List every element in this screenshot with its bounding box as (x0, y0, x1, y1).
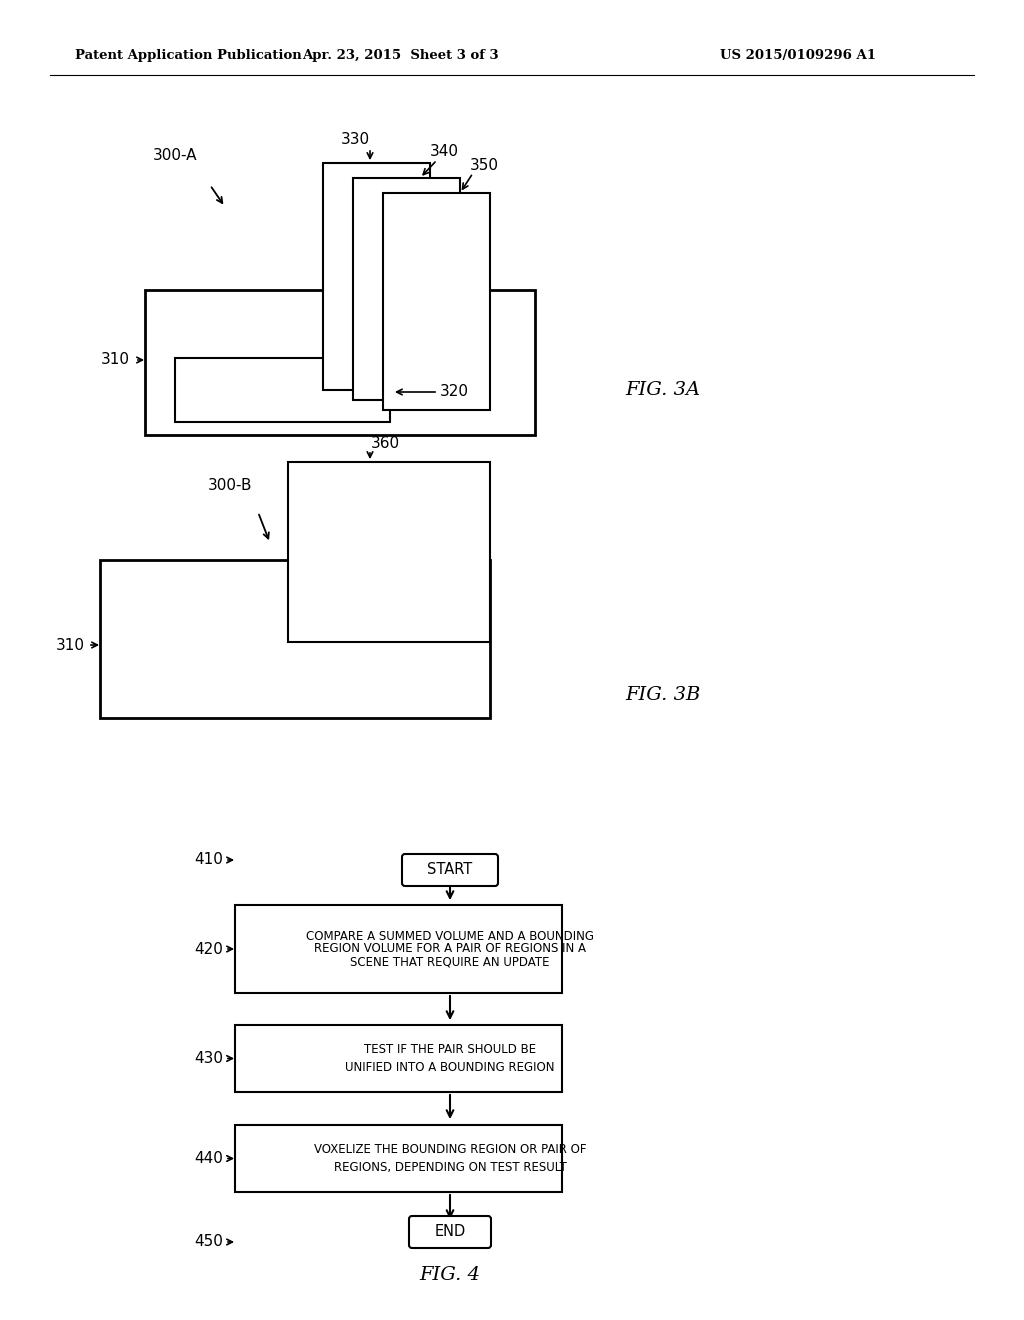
Bar (175, 358, 390, 422)
Text: Apr. 23, 2015  Sheet 3 of 3: Apr. 23, 2015 Sheet 3 of 3 (302, 49, 499, 62)
Text: END: END (434, 1225, 466, 1239)
Text: FIG. 4: FIG. 4 (420, 1266, 480, 1284)
Text: 310: 310 (101, 352, 130, 367)
Text: 300-A: 300-A (153, 148, 198, 162)
Bar (234, 1125, 562, 1192)
Text: START: START (427, 862, 473, 878)
Bar (323, 162, 430, 389)
Text: COMPARE A SUMMED VOLUME AND A BOUNDING: COMPARE A SUMMED VOLUME AND A BOUNDING (306, 929, 594, 942)
Text: 430: 430 (194, 1051, 223, 1067)
Text: 450: 450 (195, 1234, 223, 1250)
Text: FIG. 3B: FIG. 3B (625, 686, 700, 704)
Text: FIG. 3A: FIG. 3A (625, 381, 700, 399)
Text: VOXELIZE THE BOUNDING REGION OR PAIR OF: VOXELIZE THE BOUNDING REGION OR PAIR OF (313, 1143, 587, 1156)
Text: TEST IF THE PAIR SHOULD BE: TEST IF THE PAIR SHOULD BE (364, 1043, 536, 1056)
Bar (145, 290, 535, 436)
Text: 440: 440 (195, 1151, 223, 1166)
Text: 360: 360 (371, 436, 399, 450)
Text: 420: 420 (195, 941, 223, 957)
FancyBboxPatch shape (409, 1216, 490, 1247)
Text: START: START (427, 862, 473, 878)
Text: REGION VOLUME FOR A PAIR OF REGIONS IN A: REGION VOLUME FOR A PAIR OF REGIONS IN A (314, 942, 586, 956)
Text: REGIONS, DEPENDING ON TEST RESULT: REGIONS, DEPENDING ON TEST RESULT (334, 1162, 566, 1173)
Bar (383, 193, 490, 411)
Bar (234, 906, 562, 993)
Text: 330: 330 (340, 132, 370, 148)
Text: 350: 350 (470, 157, 499, 173)
Text: 410: 410 (195, 853, 223, 867)
Bar (100, 560, 490, 718)
FancyBboxPatch shape (402, 854, 498, 886)
Text: UNIFIED INTO A BOUNDING REGION: UNIFIED INTO A BOUNDING REGION (345, 1061, 555, 1074)
Text: US 2015/0109296 A1: US 2015/0109296 A1 (720, 49, 876, 62)
Bar (288, 462, 490, 642)
Text: Patent Application Publication: Patent Application Publication (75, 49, 302, 62)
Text: 310: 310 (56, 638, 85, 652)
Text: SCENE THAT REQUIRE AN UPDATE: SCENE THAT REQUIRE AN UPDATE (350, 956, 550, 969)
Bar (234, 1026, 562, 1092)
Text: 340: 340 (430, 144, 459, 160)
Text: 320: 320 (440, 384, 469, 400)
Bar (353, 178, 460, 400)
Text: 300-B: 300-B (208, 478, 252, 492)
